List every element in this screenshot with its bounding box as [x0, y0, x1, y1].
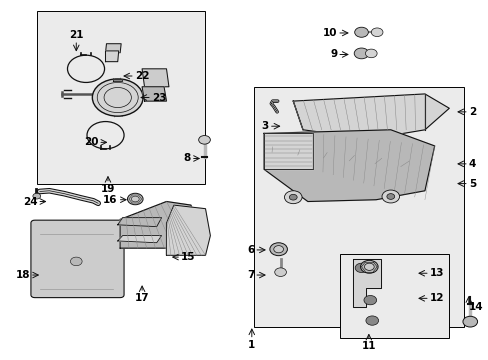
Text: 14: 14	[468, 302, 483, 312]
Polygon shape	[120, 202, 200, 248]
Text: 20: 20	[83, 138, 98, 147]
Text: 18: 18	[16, 270, 30, 280]
Polygon shape	[105, 44, 121, 53]
Circle shape	[269, 243, 287, 256]
Polygon shape	[118, 235, 161, 243]
Polygon shape	[142, 87, 166, 101]
Polygon shape	[166, 205, 210, 255]
Text: 15: 15	[181, 252, 195, 262]
Polygon shape	[113, 78, 122, 81]
Text: 24: 24	[22, 197, 37, 207]
FancyBboxPatch shape	[37, 12, 205, 184]
Polygon shape	[142, 69, 168, 87]
Circle shape	[381, 190, 399, 203]
FancyBboxPatch shape	[254, 87, 463, 327]
Circle shape	[354, 27, 367, 37]
Polygon shape	[352, 259, 380, 307]
Text: 10: 10	[322, 28, 336, 38]
Circle shape	[70, 257, 82, 266]
FancyBboxPatch shape	[31, 220, 124, 298]
Text: 6: 6	[246, 245, 254, 255]
Text: 23: 23	[152, 93, 166, 103]
Text: 9: 9	[329, 49, 336, 59]
Text: 3: 3	[261, 121, 268, 131]
Circle shape	[198, 135, 210, 144]
Circle shape	[274, 268, 286, 276]
Text: 19: 19	[101, 184, 115, 194]
Polygon shape	[264, 134, 312, 169]
Text: 17: 17	[135, 293, 149, 303]
Polygon shape	[264, 130, 434, 202]
Circle shape	[386, 194, 394, 199]
Circle shape	[284, 191, 302, 204]
Circle shape	[92, 79, 143, 116]
Circle shape	[353, 48, 368, 59]
Circle shape	[273, 246, 283, 253]
Text: 7: 7	[246, 270, 254, 280]
Text: 5: 5	[468, 179, 475, 189]
Text: 1: 1	[248, 339, 255, 350]
Circle shape	[360, 260, 377, 273]
Text: 4: 4	[468, 159, 475, 169]
Circle shape	[365, 316, 378, 325]
Text: 21: 21	[69, 30, 83, 40]
Circle shape	[33, 193, 41, 199]
Circle shape	[365, 49, 376, 58]
Circle shape	[127, 193, 143, 205]
Text: 13: 13	[429, 268, 444, 278]
Text: 11: 11	[361, 341, 375, 351]
Text: 12: 12	[429, 293, 444, 303]
Circle shape	[354, 263, 367, 273]
Text: 16: 16	[103, 195, 118, 205]
Circle shape	[289, 194, 297, 200]
Polygon shape	[118, 218, 161, 226]
Polygon shape	[105, 51, 119, 62]
Polygon shape	[293, 94, 448, 139]
Circle shape	[131, 196, 139, 202]
Text: 8: 8	[183, 153, 190, 163]
Circle shape	[363, 296, 376, 305]
Circle shape	[370, 28, 382, 37]
Circle shape	[462, 316, 477, 327]
Text: 2: 2	[468, 107, 475, 117]
Circle shape	[364, 263, 373, 270]
FancyBboxPatch shape	[339, 253, 448, 338]
Text: 22: 22	[135, 71, 149, 81]
